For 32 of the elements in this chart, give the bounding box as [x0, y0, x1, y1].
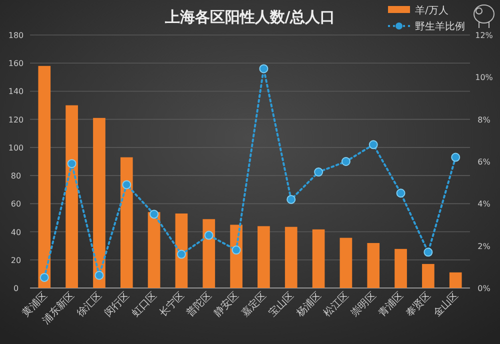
x-tick-label: 嘉定区 [239, 290, 269, 320]
y2-tick-label: 4% [478, 200, 491, 209]
x-tick-label: 长宁区 [156, 290, 187, 320]
y2-tick-label: 2% [478, 242, 491, 251]
y2-tick-label: 12% [475, 31, 494, 40]
y-tick-label: 160 [8, 59, 24, 68]
x-tick-label: 青浦区 [376, 290, 406, 320]
legend-label: 野生羊比例 [415, 20, 465, 32]
y2-tick-label: 10% [475, 73, 494, 82]
y-tick-label: 120 [8, 115, 24, 124]
x-tick-label: 崇明区 [348, 290, 378, 320]
x-tick-label: 虹口区 [129, 290, 160, 320]
y-tick-label: 20 [10, 256, 22, 265]
y-tick-label: 100 [8, 143, 24, 152]
x-tick-label: 奉贤区 [404, 290, 434, 320]
y2-tick-label: 0% [478, 284, 491, 293]
x-tick-label: 松江区 [321, 290, 352, 320]
y-tick-label: 40 [10, 228, 22, 237]
x-tick-label: 静安区 [212, 290, 242, 320]
y-tick-label: 140 [8, 87, 24, 96]
y-tick-label: 180 [8, 31, 24, 40]
y-tick-label: 0 [13, 284, 19, 293]
x-tick-label: 金山区 [431, 290, 461, 320]
legend-label: 羊/万人 [415, 4, 448, 16]
x-tick-label: 徐汇区 [74, 290, 104, 320]
y2-tick-label: 6% [478, 158, 491, 166]
x-tick-label: 闵行区 [102, 290, 132, 320]
chart-title: 上海各区阳性人数/总人口 [164, 8, 336, 26]
x-tick-label: 普陀区 [184, 290, 214, 320]
y2-tick-label: 8% [478, 115, 491, 124]
y-tick-label: 60 [10, 200, 22, 209]
y-tick-label: 80 [10, 172, 22, 181]
